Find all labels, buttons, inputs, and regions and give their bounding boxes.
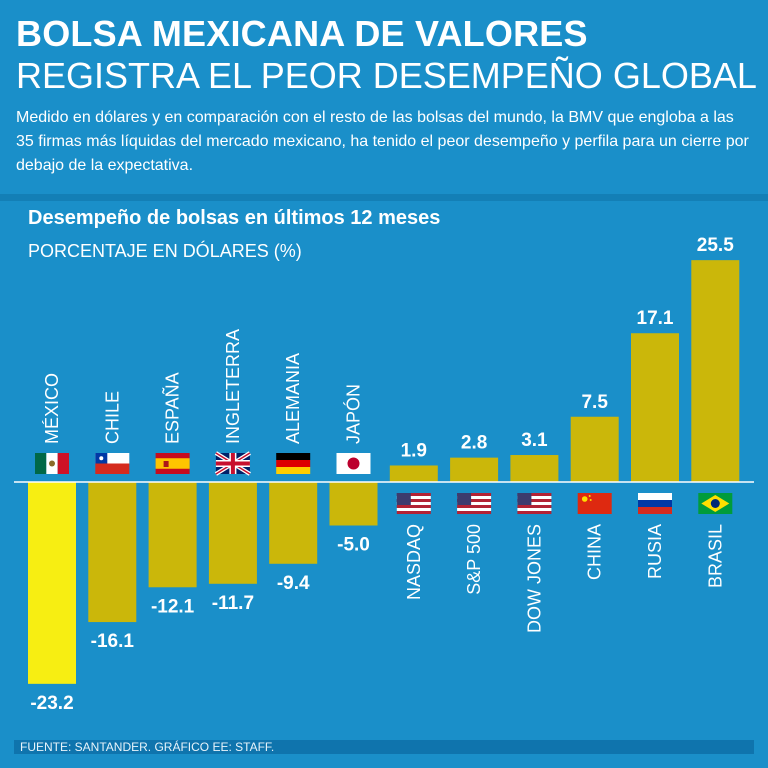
value-label-espana: -12.1 xyxy=(151,596,195,617)
value-label-s-p-500: 2.8 xyxy=(461,433,487,454)
value-label-china: 7.5 xyxy=(581,392,608,413)
headline: BOLSA MEXICANA DE VALORES xyxy=(16,13,588,54)
bar-rusia xyxy=(631,333,679,482)
bar-japon xyxy=(329,482,378,526)
value-label-brasil: 25.5 xyxy=(697,235,734,256)
japan-flag-icon xyxy=(336,453,371,474)
category-label-s-p-500: S&P 500 xyxy=(464,524,484,595)
china-flag-icon xyxy=(577,493,612,514)
spain-flag-icon xyxy=(155,453,190,474)
bar-brasil xyxy=(691,260,740,482)
category-label-brasil: BRASIL xyxy=(705,524,725,588)
germany-flag-icon xyxy=(276,453,311,474)
bar-chile xyxy=(88,482,137,623)
uk-flag-icon xyxy=(214,451,251,476)
footer-bar xyxy=(14,740,754,754)
bar-china xyxy=(570,416,619,482)
bar-dow-jones xyxy=(510,455,559,482)
brazil-flag-icon xyxy=(698,493,733,514)
header: BOLSA MEXICANA DE VALORES REGISTRA EL PE… xyxy=(16,13,757,178)
value-label-alemania: -9.4 xyxy=(277,573,310,594)
value-label-chile: -16.1 xyxy=(91,631,135,652)
category-label-japon: JAPÓN xyxy=(343,384,364,444)
value-label-mexico: -23.2 xyxy=(30,693,73,714)
category-label-alemania: ALEMANIA xyxy=(283,353,303,444)
source-note: FUENTE: SANTANDER. GRÁFICO EE: STAFF. xyxy=(20,740,275,754)
chart-subtitle: PORCENTAJE EN DÓLARES (%) xyxy=(28,241,302,261)
category-label-nasdaq: NASDAQ xyxy=(404,524,424,600)
value-label-rusia: 17.1 xyxy=(637,308,674,329)
value-label-nasdaq: 1.9 xyxy=(401,440,427,461)
description: Medido en dólares y en comparación con e… xyxy=(16,109,749,174)
bar-ingleterra xyxy=(208,482,257,584)
category-label-china: CHINA xyxy=(585,524,605,580)
chile-flag-icon xyxy=(95,453,130,474)
mexico-flag-icon xyxy=(35,453,69,474)
subheadline: REGISTRA EL PEOR DESEMPEÑO GLOBAL xyxy=(16,55,757,96)
usa-flag-icon xyxy=(457,493,492,514)
value-label-japon: -5.0 xyxy=(337,535,370,556)
header-divider xyxy=(0,194,768,201)
usa-flag-icon xyxy=(517,493,552,514)
category-label-mexico: MÉXICO xyxy=(42,373,62,444)
bar-nasdaq xyxy=(389,465,438,482)
usa-flag-icon xyxy=(396,493,431,514)
bar-espana xyxy=(148,482,197,588)
category-label-chile: CHILE xyxy=(102,391,122,444)
bar-s-p-500 xyxy=(450,457,499,482)
category-label-ingleterra: INGLETERRA xyxy=(223,329,243,444)
value-label-ingleterra: -11.7 xyxy=(212,593,254,614)
chart-title: Desempeño de bolsas en últimos 12 meses xyxy=(28,207,441,229)
value-label-dow-jones: 3.1 xyxy=(521,430,548,451)
bar-mexico xyxy=(28,482,76,684)
category-label-rusia: RUSIA xyxy=(645,524,665,579)
category-label-dow-jones: DOW JONES xyxy=(524,524,544,633)
bar-alemania xyxy=(269,482,318,564)
russia-flag-icon xyxy=(638,493,672,514)
category-label-espana: ESPAÑA xyxy=(162,372,183,444)
